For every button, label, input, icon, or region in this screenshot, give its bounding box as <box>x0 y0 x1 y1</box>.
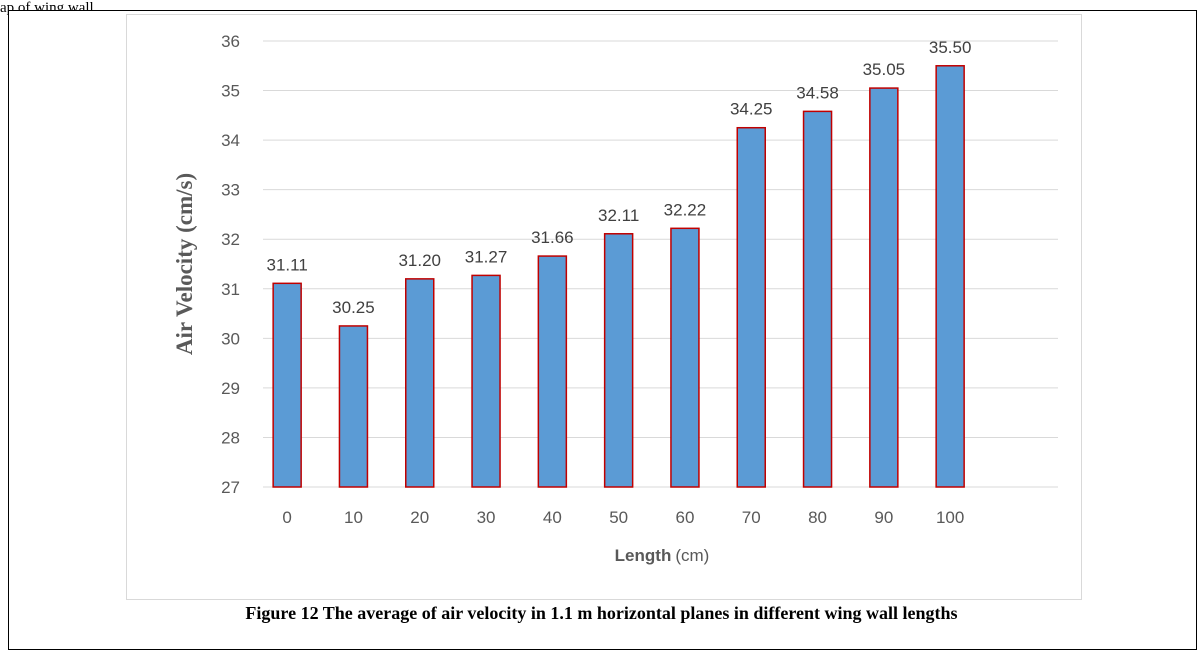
bar <box>603 233 634 488</box>
x-tick-label: 100 <box>936 508 964 527</box>
y-axis-ticks: 27 28 29 30 31 32 33 34 35 36 <box>221 32 240 497</box>
x-tick-label: 10 <box>344 508 363 527</box>
bar <box>272 282 302 488</box>
data-label: 34.58 <box>796 83 839 102</box>
y-tick-label: 28 <box>221 428 240 447</box>
data-label: 31.11 <box>267 255 308 274</box>
y-axis-label: Air Velocity (cm/s) <box>172 173 197 355</box>
y-tick-label: 35 <box>221 82 240 101</box>
x-tick-label: 20 <box>410 508 429 527</box>
x-tick-label: 0 <box>282 508 291 527</box>
figure-caption: Figure 12 The average of air velocity in… <box>245 603 958 623</box>
data-labels: 31.11 30.25 31.20 31.27 31.66 32.11 32.22 34.25… <box>267 38 972 317</box>
data-label: 31.66 <box>531 228 574 247</box>
y-tick-label: 27 <box>221 478 240 497</box>
y-tick-label: 31 <box>221 280 240 299</box>
bar <box>338 325 369 488</box>
bars <box>272 65 965 488</box>
y-tick-label: 32 <box>221 230 240 249</box>
bar <box>405 278 435 488</box>
data-label: 34.25 <box>730 100 773 119</box>
x-axis-ticks: 0 10 20 30 40 50 60 70 80 90 100 <box>282 508 964 527</box>
y-tick-label: 33 <box>221 181 240 200</box>
x-tick-label: 90 <box>874 508 893 527</box>
x-axis-label-unit: (cm) <box>675 546 709 565</box>
y-tick-label: 36 <box>221 32 240 51</box>
x-tick-label: 60 <box>675 508 694 527</box>
data-label: 31.20 <box>398 251 441 270</box>
x-tick-label: 70 <box>742 508 761 527</box>
x-tick-label: 80 <box>808 508 827 527</box>
x-tick-label: 40 <box>543 508 562 527</box>
data-label: 32.22 <box>664 200 707 219</box>
bar <box>537 255 568 488</box>
bar <box>471 274 501 488</box>
data-label: 35.50 <box>929 38 972 57</box>
x-tick-label: 50 <box>609 508 628 527</box>
data-label: 30.25 <box>332 298 375 317</box>
data-label: 35.05 <box>863 60 906 79</box>
bar <box>935 65 965 488</box>
bar <box>802 110 833 488</box>
y-tick-label: 34 <box>221 131 240 150</box>
bar <box>736 126 766 488</box>
x-tick-label: 30 <box>477 508 496 527</box>
data-label: 32.11 <box>598 206 639 225</box>
x-axis-label-name: Length <box>615 546 672 565</box>
bar <box>869 87 899 488</box>
y-tick-label: 30 <box>221 329 240 348</box>
gridlines <box>263 40 1058 488</box>
bar <box>670 227 700 488</box>
y-tick-label: 29 <box>221 379 240 398</box>
data-label: 31.27 <box>465 247 508 266</box>
x-axis-label: Length (cm) <box>615 546 710 565</box>
